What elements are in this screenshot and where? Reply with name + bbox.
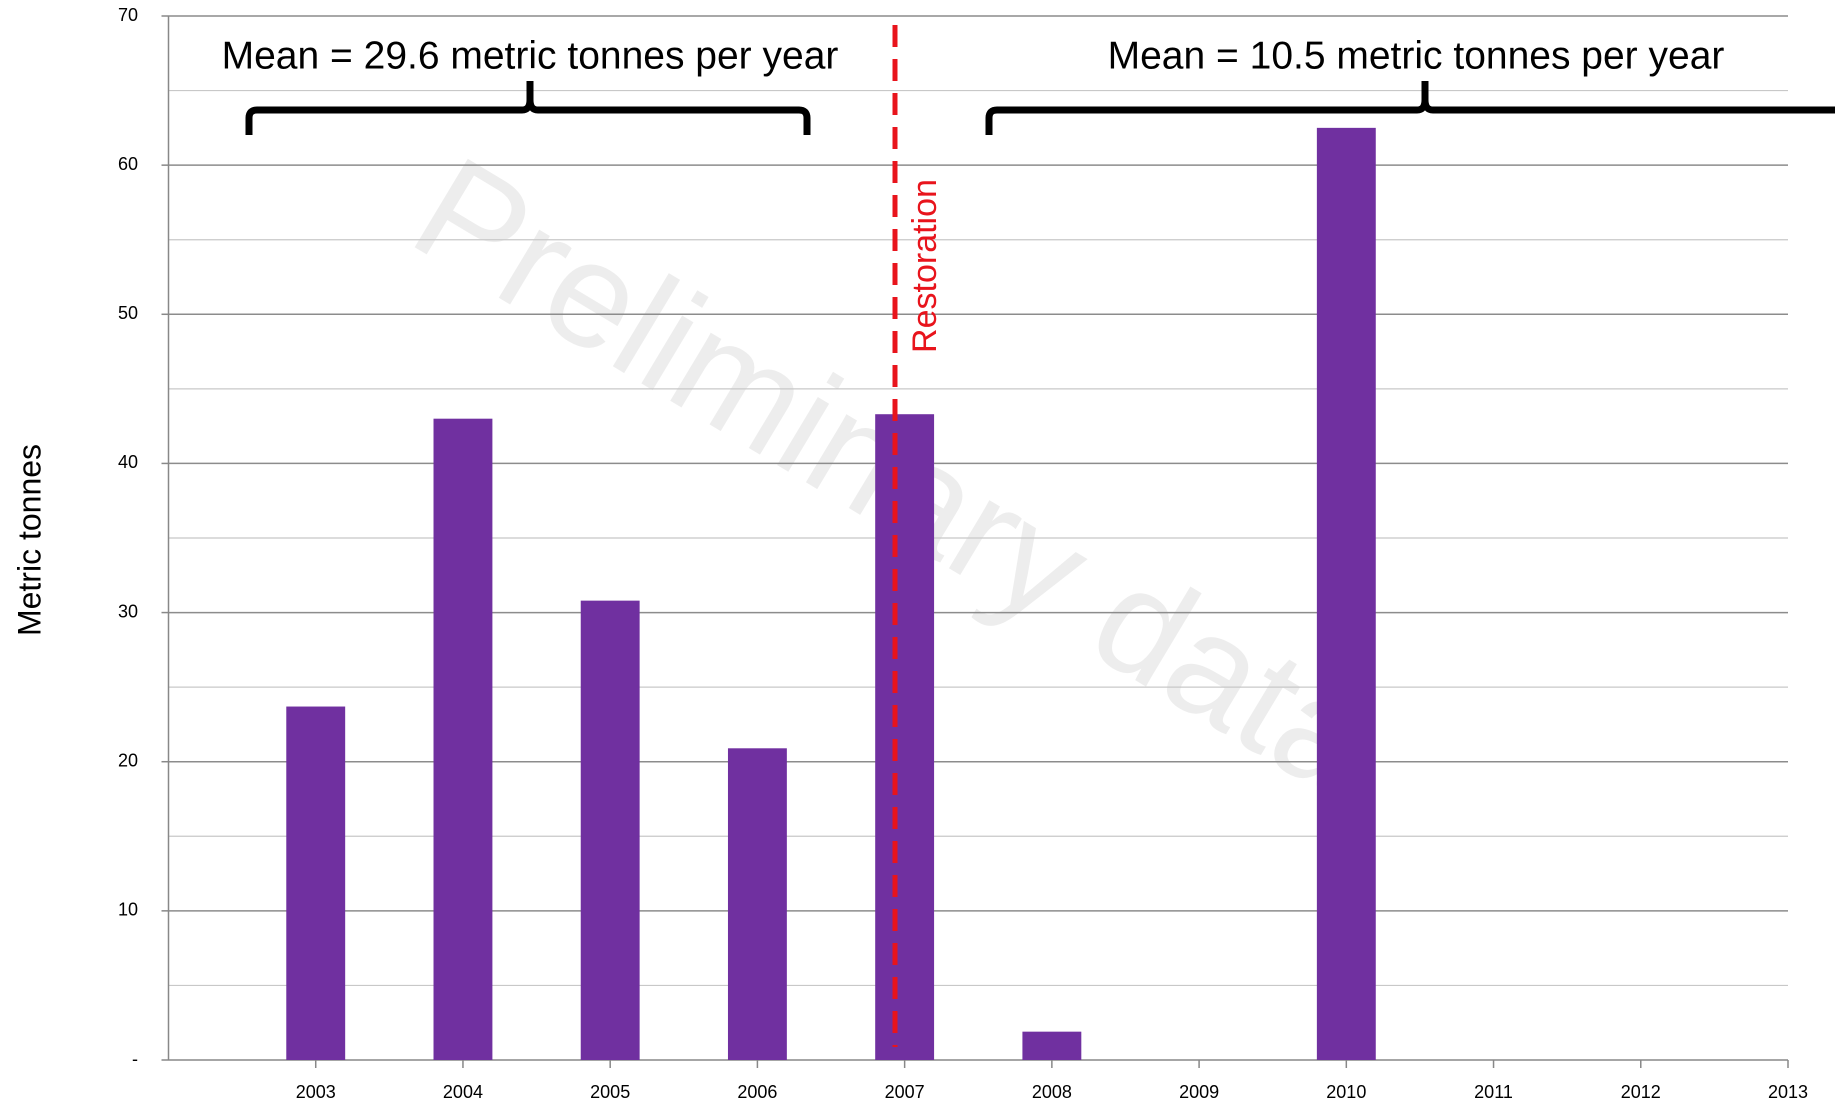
bar — [286, 706, 346, 1060]
y-tick-label: 70 — [118, 5, 138, 25]
restoration-label: Restoration — [906, 179, 944, 353]
x-tick-label: 2013 — [1768, 1082, 1808, 1102]
y-tick-label: - — [132, 1049, 138, 1069]
y-tick-label: 50 — [118, 303, 138, 323]
x-tick-label: 2005 — [590, 1082, 630, 1102]
bracket — [985, 81, 1835, 135]
bar — [875, 414, 935, 1060]
x-tick-label: 2006 — [737, 1082, 777, 1102]
bar — [1316, 127, 1376, 1061]
y-axis-title: Metric tonnes — [11, 444, 47, 636]
y-tick-label: 60 — [118, 154, 138, 174]
x-tick-label: 2010 — [1326, 1082, 1366, 1102]
x-tick-label: 2009 — [1179, 1082, 1219, 1102]
x-tick-label: 2011 — [1474, 1082, 1513, 1102]
plot-area: - 10 20 30 40 50 60 70 2003 2004 2005 2006 2007 2008 2… — [118, 5, 1808, 1102]
bar — [1022, 1031, 1082, 1060]
bar — [580, 600, 640, 1060]
bar — [433, 418, 493, 1061]
mean-before: Mean = 29.6 metric tonnes per year — [222, 34, 839, 77]
y-tick-label: 10 — [118, 900, 138, 920]
bar — [727, 748, 787, 1060]
bracket — [245, 81, 811, 135]
x-tick-label: 2004 — [443, 1082, 483, 1102]
x-tick-label: 2007 — [885, 1082, 925, 1102]
x-tick-label: 2012 — [1621, 1082, 1661, 1102]
x-tick-label: 2003 — [296, 1082, 336, 1102]
mean-after: Mean = 10.5 metric tonnes per year — [1108, 34, 1725, 77]
y-tick-label: 30 — [118, 601, 138, 621]
x-tick-label: 2008 — [1032, 1082, 1072, 1102]
y-tick-label: 40 — [118, 452, 138, 472]
y-tick-label: 20 — [118, 750, 138, 770]
